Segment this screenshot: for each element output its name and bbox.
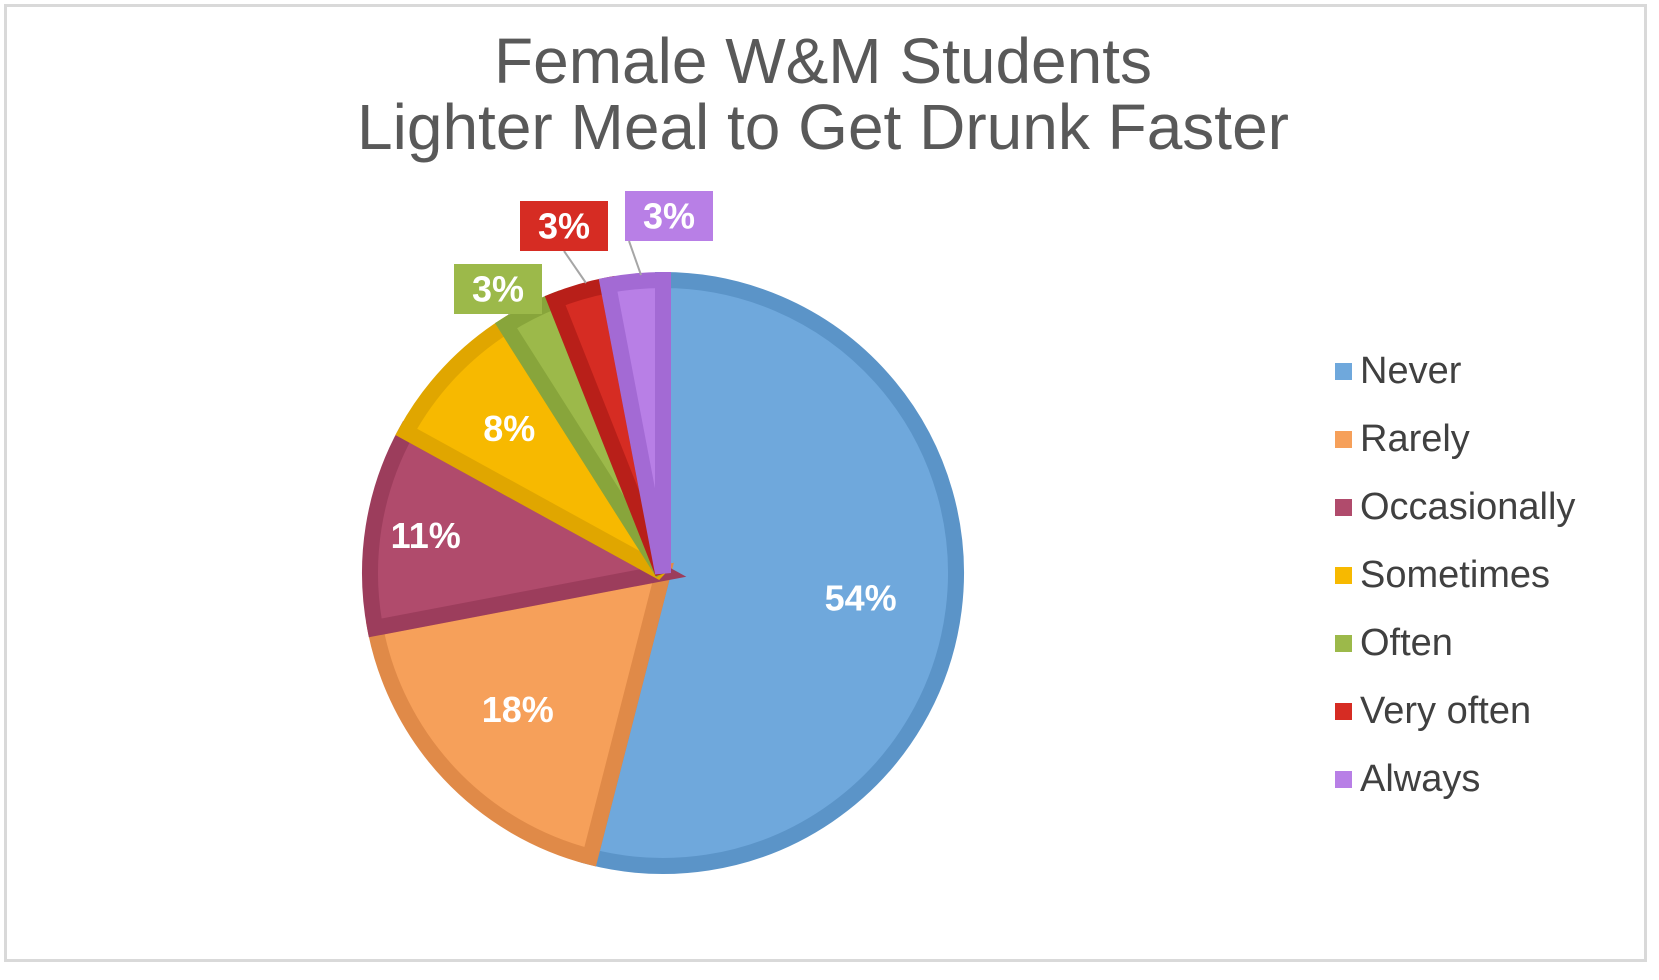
data-label-box-often (454, 264, 542, 314)
data-label-very-often: 3% (538, 206, 590, 247)
pie-slice-rarely (365, 562, 674, 867)
chart-legend: Never Rarely Occasionally Sometimes Often Ver… (1335, 337, 1575, 813)
legend-label: Often (1360, 621, 1453, 664)
data-label-box-very-often (520, 201, 608, 251)
pie-slice-occasionally (362, 420, 687, 638)
legend-swatch (1335, 702, 1352, 720)
legend-label: Sometimes (1360, 553, 1551, 596)
legend-item-very-often: Very often (1335, 677, 1575, 745)
legend-swatch (1335, 566, 1352, 584)
legend-swatch (1335, 634, 1352, 652)
leader-line-always (628, 240, 642, 276)
data-label-box-always (625, 191, 713, 241)
data-label-always: 3% (643, 196, 695, 237)
legend-item-sometimes: Sometimes (1335, 541, 1575, 609)
legend-swatch (1335, 362, 1352, 380)
data-label-occasionally: 11% (391, 515, 461, 556)
chart-title-line-1: Female W&M Students (494, 25, 1152, 97)
data-label-rarely: 18% (482, 689, 554, 730)
legend-label: Rarely (1360, 417, 1470, 460)
pie-slice-always (598, 271, 671, 575)
legend-item-always: Always (1335, 745, 1575, 813)
legend-label: Occasionally (1360, 485, 1576, 528)
legend-item-often: Often (1335, 609, 1575, 677)
leader-line-very-often (563, 250, 587, 284)
legend-item-never: Never (1335, 337, 1575, 405)
legend-item-rarely: Rarely (1335, 405, 1575, 473)
chart-title: Female W&M Students Lighter Meal to Get … (0, 28, 1646, 160)
chart-title-line-2: Lighter Meal to Get Drunk Faster (357, 91, 1289, 163)
legend-label: Never (1360, 349, 1462, 392)
data-label-sometimes: 8% (483, 408, 535, 449)
data-label-often: 3% (472, 269, 524, 310)
legend-swatch (1335, 430, 1352, 448)
pie-slice-never (580, 271, 964, 874)
legend-label: Always (1360, 757, 1481, 800)
legend-item-occasionally: Occasionally (1335, 473, 1575, 541)
legend-label: Very often (1360, 689, 1532, 732)
legend-swatch (1335, 770, 1352, 788)
legend-swatch (1335, 498, 1352, 516)
data-label-never: 54% (825, 577, 897, 618)
